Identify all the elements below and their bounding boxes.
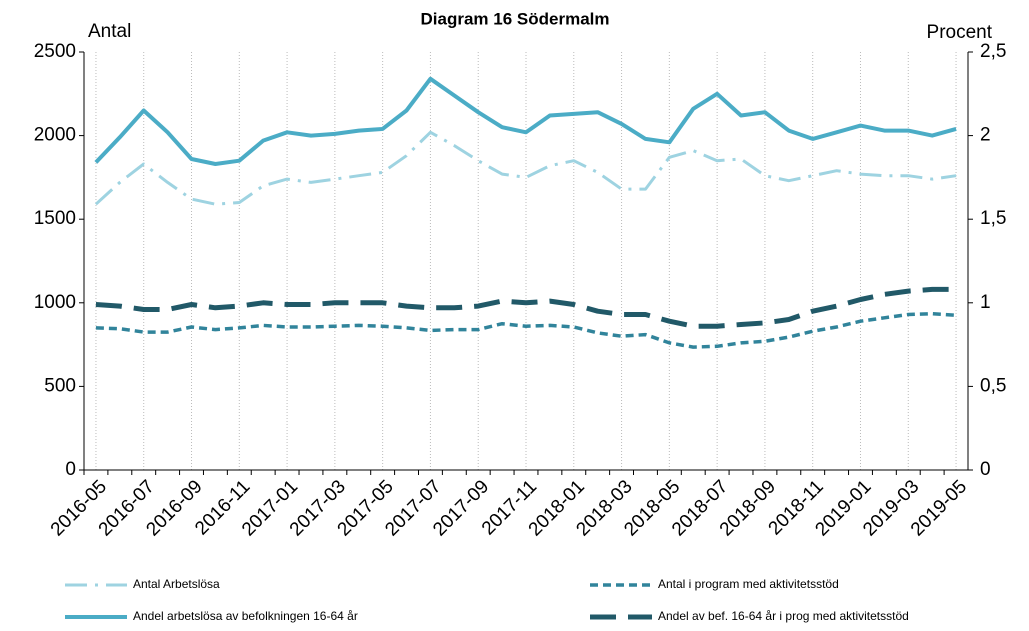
legend-label: Andel av bef. 16-64 år i prog med aktivi… — [658, 609, 909, 623]
y-tick-label: 0 — [65, 459, 76, 480]
legend-label: Andel arbetslösa av befolkningen 16-64 å… — [133, 609, 358, 623]
series-line — [94, 130, 957, 206]
series-line — [94, 76, 957, 166]
y-tick-label: 2500 — [34, 41, 76, 62]
y2-tick-label: 2,5 — [980, 41, 1006, 62]
y2-tick-label: 0,5 — [980, 375, 1006, 396]
y-tick-label: 2000 — [34, 125, 76, 146]
y2-tick-label: 2 — [980, 125, 991, 146]
y-axis-label: Antal — [88, 21, 131, 42]
y-tick-label: 1500 — [34, 208, 76, 229]
y-tick-label: 500 — [44, 375, 76, 396]
y2-tick-label: 0 — [980, 459, 991, 480]
y2-tick-label: 1,5 — [980, 208, 1006, 229]
legend-label: Antal i program med aktivitetsstöd — [658, 577, 839, 591]
y2-tick-label: 1 — [980, 292, 991, 313]
chart-title: Diagram 16 Södermalm — [421, 9, 610, 28]
series-line — [95, 286, 957, 329]
legend-label: Antal Arbetslösa — [133, 577, 220, 591]
y2-axis-label: Procent — [927, 22, 993, 43]
series-line — [95, 311, 957, 349]
y-tick-label: 1000 — [34, 292, 76, 313]
